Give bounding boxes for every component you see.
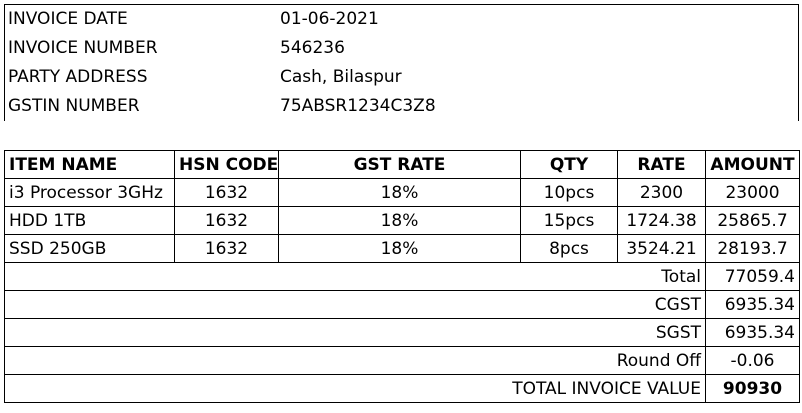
qty-cell: 8pcs [520, 234, 618, 263]
summary-label-total: Total [4, 262, 706, 291]
summary-label-cgst: CGST [4, 290, 706, 319]
table-row: i3 Processor 3GHz 1632 18% 10pcs 2300 23… [4, 178, 800, 207]
summary-label-sgst: SGST [4, 318, 706, 347]
qty-cell: 15pcs [520, 206, 618, 235]
column-header-amount: AMOUNT [705, 150, 800, 179]
summary-row-sgst: SGST 6935.34 [4, 318, 800, 347]
table-row: HDD 1TB 1632 18% 15pcs 1724.38 25865.7 [4, 206, 800, 235]
summary-row-round-off: Round Off -0.06 [4, 346, 800, 375]
item-name-cell: HDD 1TB [4, 206, 175, 235]
rate-cell: 1724.38 [617, 206, 706, 235]
amount-cell: 23000 [705, 178, 800, 207]
table-row: SSD 250GB 1632 18% 8pcs 3524.21 28193.7 [4, 234, 800, 263]
amount-cell: 28193.7 [705, 234, 800, 263]
invoice-date-label: INVOICE DATE [8, 9, 128, 29]
hsn-code-cell: 1632 [174, 234, 279, 263]
qty-cell: 10pcs [520, 178, 618, 207]
hsn-code-cell: 1632 [174, 178, 279, 207]
hsn-code-cell: 1632 [174, 206, 279, 235]
column-header-gst-rate: GST RATE [278, 150, 521, 179]
gstin-number-label: GSTIN NUMBER [8, 96, 140, 116]
summary-value-total-invoice-value: 90930 [705, 374, 800, 403]
table-header-row: ITEM NAME HSN CODE GST RATE QTY RATE AMO… [4, 150, 800, 179]
gst-rate-cell: 18% [278, 178, 521, 207]
item-name-cell: SSD 250GB [4, 234, 175, 263]
gst-rate-cell: 18% [278, 234, 521, 263]
summary-label-round-off: Round Off [4, 346, 706, 375]
invoice-number-value: 546236 [280, 38, 345, 58]
summary-row-cgst: CGST 6935.34 [4, 290, 800, 319]
summary-value-cgst: 6935.34 [705, 290, 800, 319]
column-header-rate: RATE [617, 150, 706, 179]
summary-value-round-off: -0.06 [705, 346, 800, 375]
party-address-label: PARTY ADDRESS [8, 67, 148, 87]
column-header-item-name: ITEM NAME [4, 150, 175, 179]
column-header-qty: QTY [520, 150, 618, 179]
summary-row-total-invoice-value: TOTAL INVOICE VALUE 90930 [4, 374, 800, 403]
invoice-items-table: ITEM NAME HSN CODE GST RATE QTY RATE AMO… [4, 150, 800, 403]
column-header-hsn-code: HSN CODE [174, 150, 279, 179]
gstin-number-value: 75ABSR1234C3Z8 [280, 96, 436, 116]
invoice-number-label: INVOICE NUMBER [8, 38, 158, 58]
item-name-cell: i3 Processor 3GHz [4, 178, 175, 207]
party-address-value: Cash, Bilaspur [280, 67, 402, 87]
summary-value-total: 77059.4 [705, 262, 800, 291]
rate-cell: 3524.21 [617, 234, 706, 263]
rate-cell: 2300 [617, 178, 706, 207]
invoice-header-box [4, 4, 799, 121]
summary-label-total-invoice-value: TOTAL INVOICE VALUE [4, 374, 706, 403]
invoice-date-value: 01-06-2021 [280, 9, 379, 29]
amount-cell: 25865.7 [705, 206, 800, 235]
summary-value-sgst: 6935.34 [705, 318, 800, 347]
gst-rate-cell: 18% [278, 206, 521, 235]
summary-row-total: Total 77059.4 [4, 262, 800, 291]
